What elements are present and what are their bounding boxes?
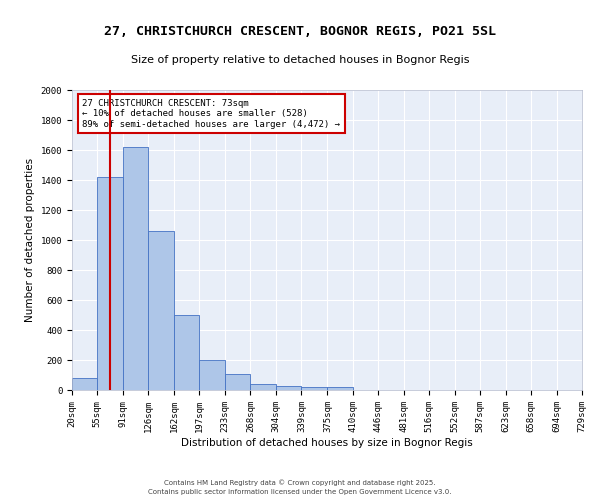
- Bar: [301, 387, 328, 390]
- Bar: [123, 147, 148, 390]
- Text: Contains HM Land Registry data © Crown copyright and database right 2025.
Contai: Contains HM Land Registry data © Crown c…: [148, 480, 452, 495]
- Bar: [72, 378, 97, 390]
- Bar: [276, 386, 301, 390]
- Bar: [174, 315, 199, 390]
- Bar: [328, 387, 353, 390]
- Text: 27, CHRISTCHURCH CRESCENT, BOGNOR REGIS, PO21 5SL: 27, CHRISTCHURCH CRESCENT, BOGNOR REGIS,…: [104, 25, 496, 38]
- Bar: [148, 231, 174, 390]
- Bar: [225, 374, 250, 390]
- Text: Size of property relative to detached houses in Bognor Regis: Size of property relative to detached ho…: [131, 55, 469, 65]
- Bar: [250, 384, 276, 390]
- Bar: [199, 360, 225, 390]
- Text: 27 CHRISTCHURCH CRESCENT: 73sqm
← 10% of detached houses are smaller (528)
89% o: 27 CHRISTCHURCH CRESCENT: 73sqm ← 10% of…: [82, 99, 340, 129]
- X-axis label: Distribution of detached houses by size in Bognor Regis: Distribution of detached houses by size …: [181, 438, 473, 448]
- Bar: [97, 177, 123, 390]
- Y-axis label: Number of detached properties: Number of detached properties: [25, 158, 35, 322]
